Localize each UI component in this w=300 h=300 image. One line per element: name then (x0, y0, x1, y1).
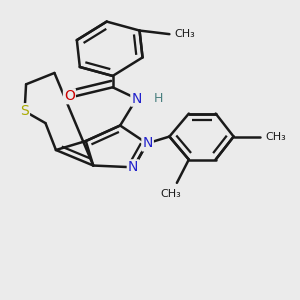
Text: CH₃: CH₃ (160, 189, 181, 200)
Text: CH₃: CH₃ (174, 29, 195, 39)
Text: N: N (128, 160, 138, 174)
Text: N: N (131, 92, 142, 106)
Text: O: O (64, 89, 75, 103)
Text: H: H (154, 92, 163, 105)
Text: N: N (142, 136, 153, 150)
Text: S: S (20, 104, 29, 118)
Text: CH₃: CH₃ (266, 132, 286, 142)
